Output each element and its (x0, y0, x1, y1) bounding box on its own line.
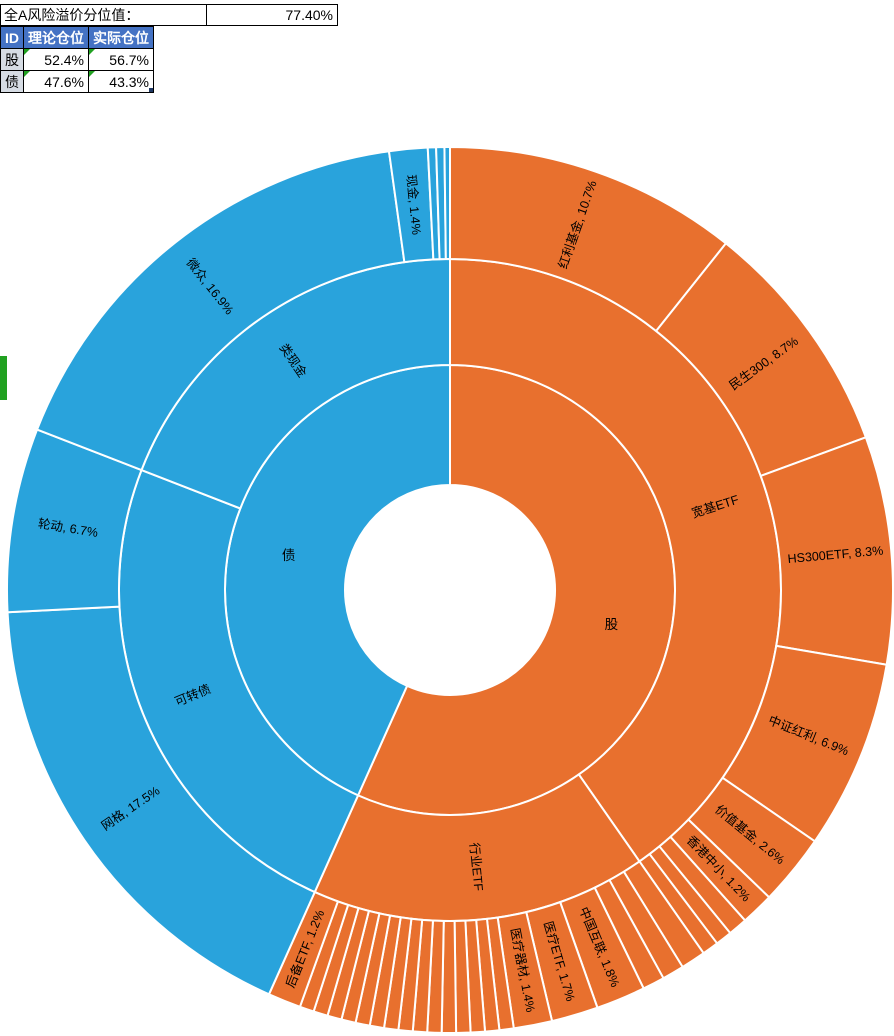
sunburst-slice (443, 145, 451, 261)
col-header-actual[interactable]: 实际仓位 (88, 26, 154, 49)
cell-value: 52.4% (44, 51, 84, 68)
cell-bond-actual[interactable]: 43.3% (88, 70, 154, 93)
table-header-row: ID 理论仓位 实际仓位 (0, 26, 154, 49)
risk-premium-row: 全A风险溢价分位值： 77.40% (0, 4, 338, 26)
cell-stock-actual[interactable]: 56.7% (88, 48, 154, 71)
error-indicator-icon (24, 49, 30, 55)
cell-stock-id[interactable]: 股 (0, 48, 24, 71)
cell-value: 56.7% (109, 51, 149, 68)
table-row-bond: 债 47.6% 43.3% (0, 70, 154, 93)
error-indicator-icon (89, 71, 95, 77)
col-header-id[interactable]: ID (0, 26, 24, 49)
col-header-theoretical[interactable]: 理论仓位 (23, 26, 89, 49)
cell-value: 43.3% (109, 73, 149, 90)
cell-stock-theoretical[interactable]: 52.4% (23, 48, 89, 71)
error-indicator-icon (89, 49, 95, 55)
sunburst-slice (759, 436, 894, 666)
green-cell-artifact (0, 356, 7, 400)
cell-bond-theoretical[interactable]: 47.6% (23, 70, 89, 93)
positions-table: ID 理论仓位 实际仓位 股 52.4% 56.7% 债 (0, 26, 154, 93)
risk-premium-value-cell[interactable]: 77.40% (207, 4, 338, 26)
table-row-stock: 股 52.4% 56.7% (0, 48, 154, 71)
error-indicator-icon (24, 71, 30, 77)
cell-bond-id[interactable]: 债 (0, 70, 24, 93)
fill-handle[interactable] (148, 87, 153, 92)
risk-premium-label-cell[interactable]: 全A风险溢价分位值： (0, 4, 207, 26)
cell-value: 47.6% (44, 73, 84, 90)
